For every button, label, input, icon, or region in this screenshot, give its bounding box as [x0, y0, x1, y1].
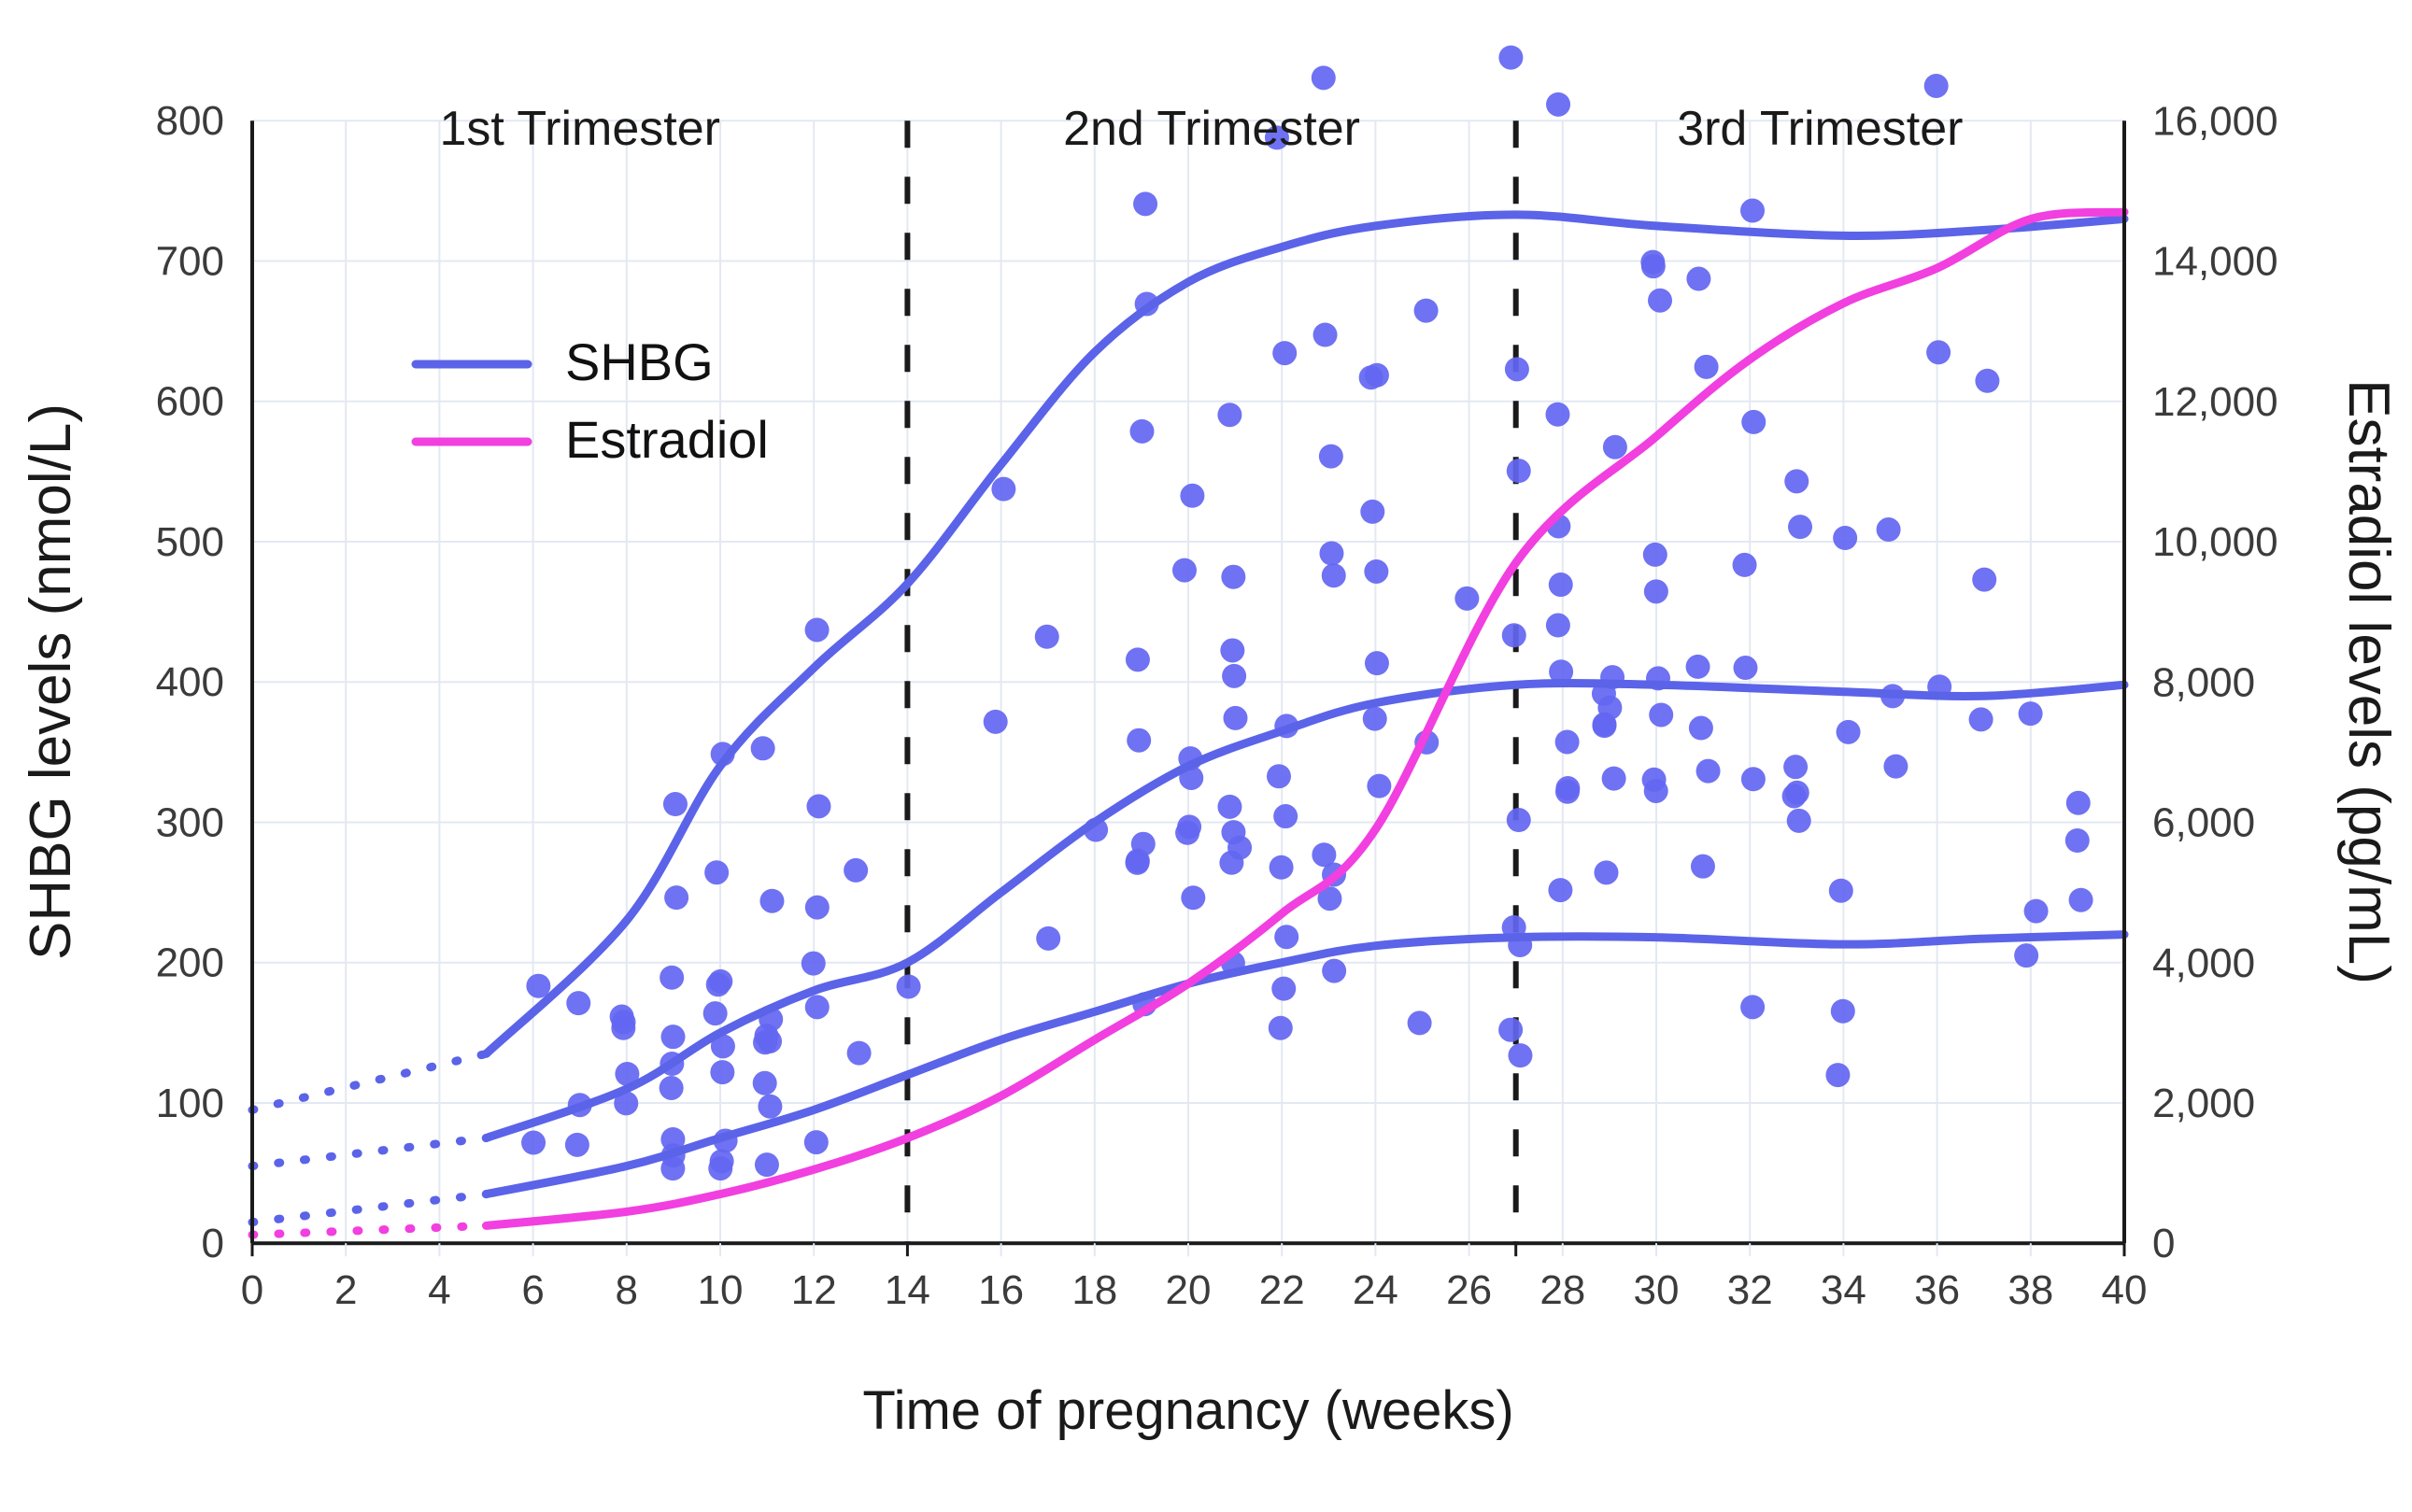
svg-text:3rd Trimester: 3rd Trimester: [1677, 102, 1963, 156]
svg-text:2nd Trimester: 2nd Trimester: [1063, 102, 1360, 156]
svg-text:28: 28: [1539, 1267, 1585, 1313]
svg-text:100: 100: [156, 1081, 224, 1126]
svg-text:800: 800: [156, 98, 224, 144]
svg-text:0: 0: [2152, 1221, 2175, 1266]
svg-text:Estradiol: Estradiol: [565, 410, 769, 469]
svg-text:34: 34: [1821, 1267, 1866, 1313]
svg-text:36: 36: [1914, 1267, 1960, 1313]
svg-text:1st Trimester: 1st Trimester: [439, 102, 720, 156]
svg-text:Estradiol levels (pg/mL): Estradiol levels (pg/mL): [2336, 379, 2401, 984]
svg-text:12,000: 12,000: [2152, 379, 2278, 425]
svg-text:2: 2: [334, 1267, 357, 1313]
svg-text:Time of pregnancy (weeks): Time of pregnancy (weeks): [862, 1380, 1513, 1441]
svg-text:10,000: 10,000: [2152, 519, 2278, 565]
svg-text:22: 22: [1259, 1267, 1305, 1313]
svg-text:4,000: 4,000: [2152, 940, 2255, 986]
svg-text:10: 10: [698, 1267, 744, 1313]
svg-text:30: 30: [1634, 1267, 1680, 1313]
svg-text:6,000: 6,000: [2152, 800, 2255, 846]
svg-text:8,000: 8,000: [2152, 659, 2255, 705]
svg-text:4: 4: [428, 1267, 450, 1313]
svg-text:14,000: 14,000: [2152, 239, 2278, 285]
svg-text:16: 16: [978, 1267, 1024, 1313]
svg-text:600: 600: [156, 379, 224, 425]
svg-text:8: 8: [616, 1267, 638, 1313]
svg-text:700: 700: [156, 238, 224, 284]
svg-text:500: 500: [156, 519, 224, 565]
svg-text:32: 32: [1727, 1267, 1773, 1313]
svg-text:18: 18: [1071, 1267, 1117, 1313]
svg-text:24: 24: [1353, 1267, 1398, 1313]
svg-text:26: 26: [1446, 1267, 1492, 1313]
svg-text:12: 12: [791, 1267, 837, 1313]
svg-text:6: 6: [521, 1267, 544, 1313]
svg-text:14: 14: [885, 1267, 930, 1313]
svg-text:2,000: 2,000: [2152, 1081, 2255, 1126]
svg-text:SHBG levels (nmol/L): SHBG levels (nmol/L): [19, 403, 83, 960]
svg-text:40: 40: [2102, 1267, 2148, 1313]
svg-text:0: 0: [241, 1267, 263, 1313]
svg-text:SHBG: SHBG: [565, 332, 714, 391]
svg-text:16,000: 16,000: [2152, 98, 2278, 144]
svg-text:300: 300: [156, 799, 224, 845]
svg-text:400: 400: [156, 659, 224, 705]
svg-text:0: 0: [202, 1221, 224, 1266]
svg-text:200: 200: [156, 940, 224, 986]
svg-text:20: 20: [1166, 1267, 1212, 1313]
svg-text:38: 38: [2008, 1267, 2053, 1313]
